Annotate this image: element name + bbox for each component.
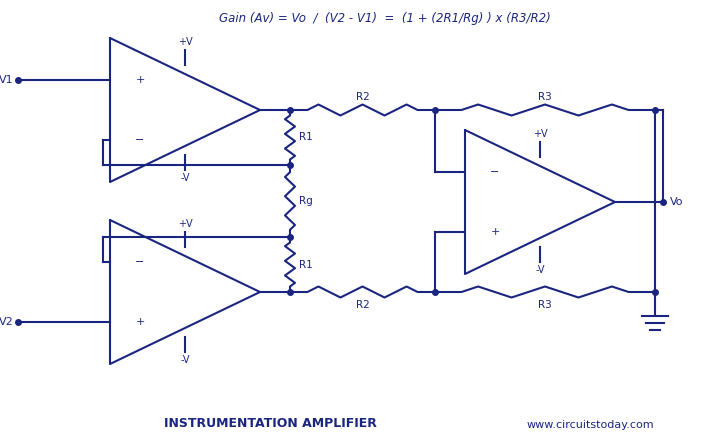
Text: +V: +V <box>178 37 192 48</box>
Text: Gain (Av) = Vo  /  (V2 - V1)  =  (1 + (2R1/Rg) ) x (R3/R2): Gain (Av) = Vo / (V2 - V1) = (1 + (2R1/R… <box>219 12 551 25</box>
Text: R2: R2 <box>355 92 369 102</box>
Text: V2: V2 <box>0 317 14 327</box>
Text: -V: -V <box>180 172 190 183</box>
Text: R1: R1 <box>299 132 313 143</box>
Text: -V: -V <box>535 264 545 275</box>
Text: −: − <box>135 257 145 267</box>
Text: V1: V1 <box>0 75 14 85</box>
Text: R3: R3 <box>538 300 552 310</box>
Text: −: − <box>135 135 145 145</box>
Text: +: + <box>135 317 145 327</box>
Text: +: + <box>490 227 500 237</box>
Text: +: + <box>135 75 145 85</box>
Text: +V: +V <box>178 220 192 229</box>
Text: R1: R1 <box>299 260 313 269</box>
Text: Vo: Vo <box>670 197 684 207</box>
Text: R3: R3 <box>538 92 552 102</box>
Text: INSTRUMENTATION AMPLIFIER: INSTRUMENTATION AMPLIFIER <box>164 417 376 430</box>
Text: +V: +V <box>533 129 547 139</box>
Text: -V: -V <box>180 355 190 365</box>
Text: www.circuitstoday.com: www.circuitstoday.com <box>526 420 654 430</box>
Text: Rg: Rg <box>299 196 313 206</box>
Text: R2: R2 <box>355 300 369 310</box>
Text: −: − <box>490 167 500 177</box>
